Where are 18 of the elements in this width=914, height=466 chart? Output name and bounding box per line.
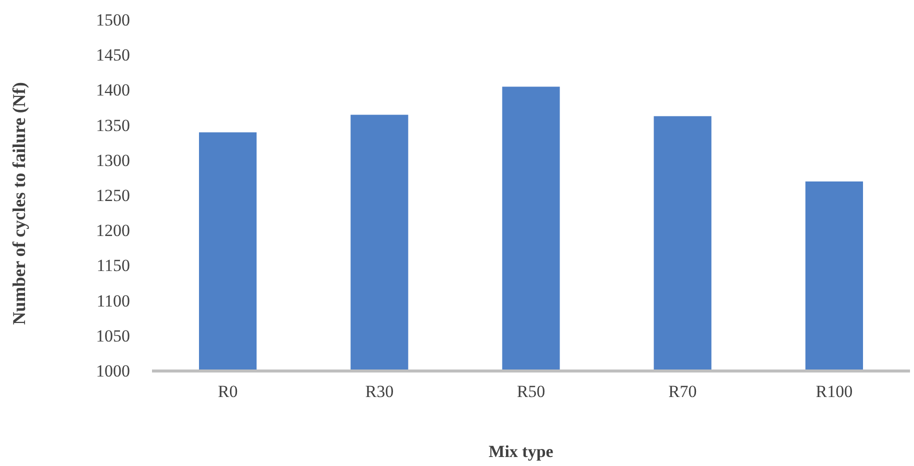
- y-axis-title: Number of cycles to failure (Nf): [9, 82, 29, 325]
- x-tick-label: R70: [668, 382, 697, 402]
- x-tick-label: R30: [365, 382, 394, 402]
- y-tick-label: 1500: [96, 10, 130, 30]
- y-tick-label: 1000: [96, 361, 130, 380]
- y-tick-label: 1300: [96, 150, 130, 170]
- y-tick-label: 1350: [96, 116, 130, 135]
- y-tick-label: 1150: [96, 256, 130, 276]
- y-tick-label: 1050: [96, 326, 130, 346]
- y-tick-label: 1450: [96, 46, 130, 65]
- x-tick-label: R0: [218, 382, 238, 402]
- y-tick-label: 1400: [96, 80, 130, 100]
- y-tick-label: 1250: [96, 186, 130, 205]
- y-tick-label: 1200: [96, 221, 130, 240]
- y-tick-label: 1100: [96, 291, 130, 310]
- x-axis-title: Mix type: [488, 442, 554, 461]
- x-tick-label: R100: [816, 382, 853, 402]
- x-tick-label: R50: [516, 382, 546, 402]
